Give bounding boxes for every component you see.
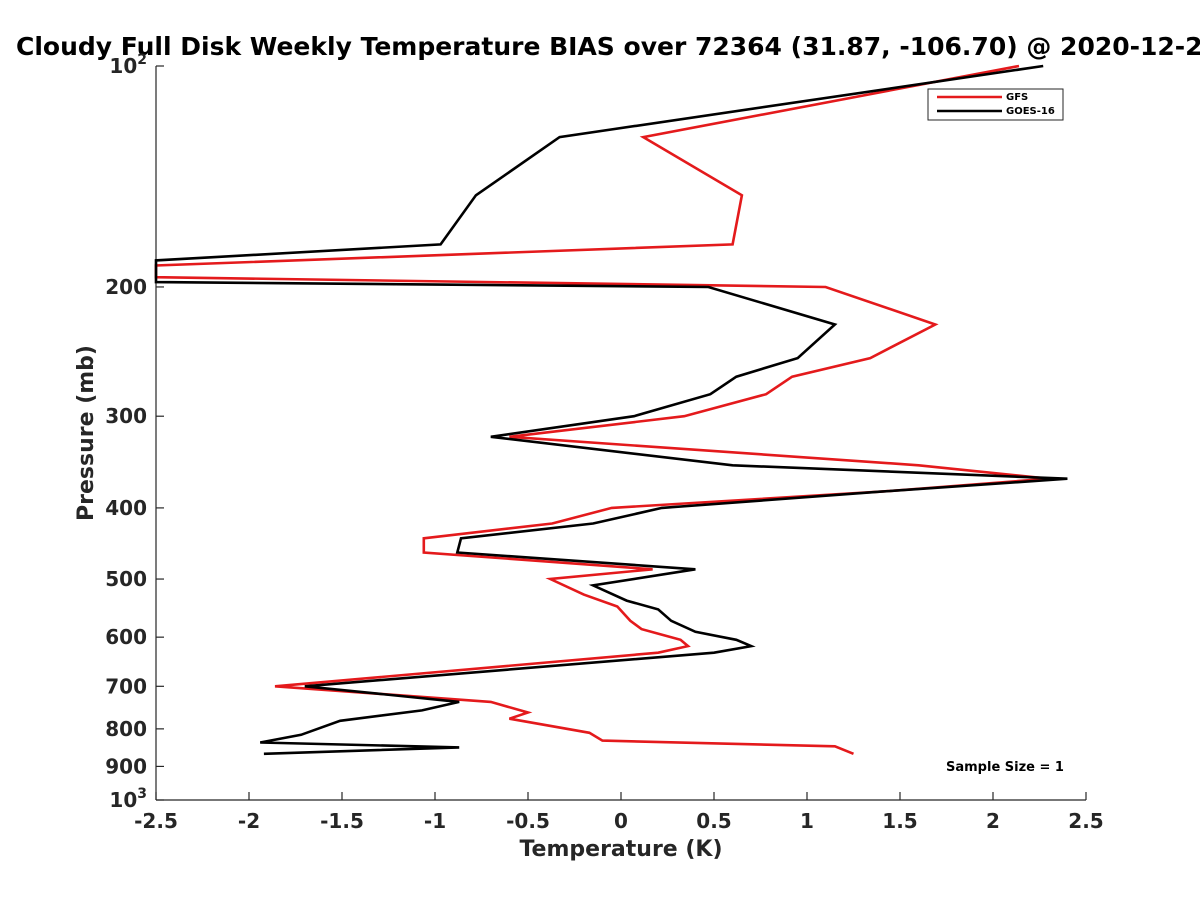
y-tick-label-exponent: 3 — [137, 786, 147, 802]
y-tick-label-base: 500 — [105, 567, 147, 591]
y-tick-label: 400 — [105, 496, 147, 520]
y-axis-label: Pressure (mb) — [74, 345, 99, 521]
legend: GFS GOES-16 — [927, 88, 1064, 121]
legend-label-gfs: GFS — [1006, 92, 1028, 103]
series-line-goes16 — [154, 64, 1068, 756]
x-tick-label: 1.5 — [882, 809, 917, 833]
y-tick-label: 700 — [105, 674, 147, 698]
y-tick-label-base: 10 — [109, 788, 137, 812]
y-tick-label-base: 900 — [105, 754, 147, 778]
y-tick-label: 800 — [105, 717, 147, 741]
x-tick-label: -0.5 — [506, 809, 550, 833]
plot-area — [155, 66, 1086, 801]
y-tick-label-base: 800 — [105, 717, 147, 741]
y-tick-label: 900 — [105, 754, 147, 778]
sample-size-annotation: Sample Size = 1 — [946, 760, 1064, 775]
y-tick-label-base: 400 — [105, 496, 147, 520]
y-tick-label: 103 — [109, 786, 147, 812]
legend-label-goes16: GOES-16 — [1006, 106, 1055, 117]
y-tick-label: 102 — [109, 52, 147, 78]
x-tick-label: 1 — [800, 809, 814, 833]
y-tick-label: 500 — [105, 567, 147, 591]
x-tick-label: 0 — [614, 809, 628, 833]
x-tick-label: -2 — [238, 809, 260, 833]
x-axis-label: Temperature (K) — [519, 837, 722, 862]
x-tick-label: -1 — [424, 809, 446, 833]
y-tick-label-base: 600 — [105, 625, 147, 649]
x-tick-label: 0.5 — [696, 809, 731, 833]
series-line-gfs — [154, 64, 1049, 756]
x-tick-label: 2 — [986, 809, 1000, 833]
y-tick-label-base: 10 — [109, 54, 137, 78]
y-tick-label: 300 — [105, 404, 147, 428]
y-tick-label-base: 300 — [105, 404, 147, 428]
chart-title: Cloudy Full Disk Weekly Temperature BIAS… — [16, 32, 1200, 61]
y-tick-label-base: 200 — [105, 275, 147, 299]
legend-box — [927, 88, 1064, 121]
x-tick-label: -2.5 — [134, 809, 178, 833]
x-tick-label: 2.5 — [1068, 809, 1103, 833]
x-ticks: -2.5 -2 -1.5 -1 -0.5 0 0.5 1 1.5 2 2.5 — [134, 792, 1104, 833]
series-lines — [154, 64, 1068, 756]
y-tick-label-base: 700 — [105, 674, 147, 698]
x-tick-label: -1.5 — [320, 809, 364, 833]
y-tick-label-exponent: 2 — [137, 52, 147, 68]
y-tick-label: 200 — [105, 275, 147, 299]
y-tick-label: 600 — [105, 625, 147, 649]
